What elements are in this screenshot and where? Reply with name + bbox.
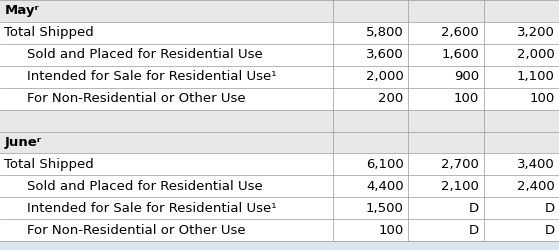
Bar <box>0 176 333 197</box>
Bar <box>333 0 559 22</box>
Text: 200: 200 <box>378 92 404 105</box>
Text: 6,100: 6,100 <box>366 158 404 171</box>
Bar <box>0 132 333 154</box>
Text: Intended for Sale for Residential Use¹: Intended for Sale for Residential Use¹ <box>27 70 276 83</box>
Bar <box>0 88 333 110</box>
Text: 2,100: 2,100 <box>441 180 479 193</box>
Bar <box>0 66 333 88</box>
Text: Mayʳ: Mayʳ <box>4 4 39 18</box>
Text: 2,600: 2,600 <box>441 26 479 40</box>
Text: 2,000: 2,000 <box>366 70 404 83</box>
Bar <box>333 110 559 132</box>
Bar <box>333 176 559 197</box>
Bar <box>333 219 559 241</box>
Text: 4,400: 4,400 <box>366 180 404 193</box>
Text: D: D <box>544 202 555 215</box>
Text: D: D <box>469 202 479 215</box>
Text: Juneʳ: Juneʳ <box>4 136 41 149</box>
Bar <box>333 132 559 154</box>
Text: D: D <box>469 224 479 237</box>
Text: 1,600: 1,600 <box>441 48 479 61</box>
Text: 3,600: 3,600 <box>366 48 404 61</box>
Text: 100: 100 <box>378 224 404 237</box>
Bar <box>0 110 333 132</box>
Text: 3,200: 3,200 <box>517 26 555 40</box>
Bar <box>0 154 333 176</box>
Bar <box>333 154 559 176</box>
Text: Total Shipped: Total Shipped <box>4 158 94 171</box>
Text: Sold and Placed for Residential Use: Sold and Placed for Residential Use <box>27 180 263 193</box>
Bar <box>333 66 559 88</box>
Bar <box>0 44 333 66</box>
Text: 100: 100 <box>454 92 479 105</box>
Text: For Non-Residential or Other Use: For Non-Residential or Other Use <box>27 224 245 237</box>
Bar <box>333 88 559 110</box>
Text: 100: 100 <box>529 92 555 105</box>
Text: 1,100: 1,100 <box>517 70 555 83</box>
Bar <box>0 22 333 44</box>
Text: For Non-Residential or Other Use: For Non-Residential or Other Use <box>27 92 245 105</box>
Text: 2,000: 2,000 <box>517 48 555 61</box>
Text: Sold and Placed for Residential Use: Sold and Placed for Residential Use <box>27 48 263 61</box>
Text: 2,400: 2,400 <box>517 180 555 193</box>
Bar <box>333 44 559 66</box>
Bar <box>333 22 559 44</box>
Text: 1,500: 1,500 <box>366 202 404 215</box>
Bar <box>0 197 333 219</box>
Bar <box>333 197 559 219</box>
Text: D: D <box>544 224 555 237</box>
Text: Intended for Sale for Residential Use¹: Intended for Sale for Residential Use¹ <box>27 202 276 215</box>
Bar <box>0 219 333 241</box>
Text: Total Shipped: Total Shipped <box>4 26 94 40</box>
Text: 2,700: 2,700 <box>441 158 479 171</box>
Text: 5,800: 5,800 <box>366 26 404 40</box>
Text: 3,400: 3,400 <box>517 158 555 171</box>
Bar <box>0 0 333 22</box>
Text: 900: 900 <box>454 70 479 83</box>
